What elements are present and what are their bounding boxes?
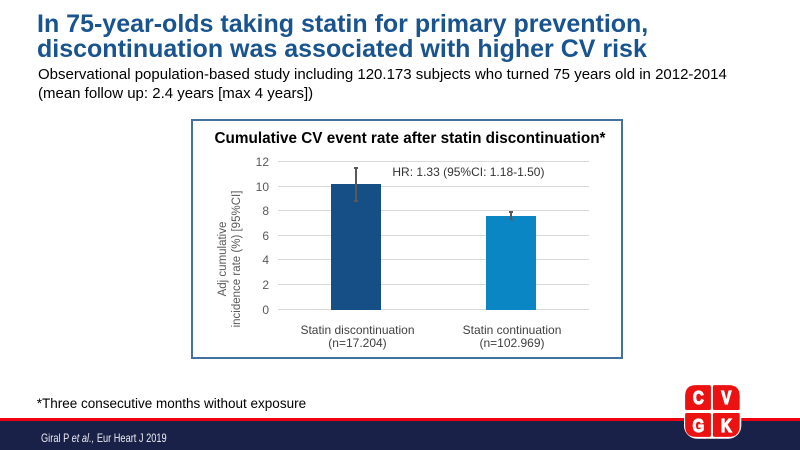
svg-text:C: C (693, 387, 704, 408)
svg-text:G: G (693, 415, 705, 436)
svg-text:K: K (721, 415, 732, 436)
svg-text:V: V (721, 387, 732, 408)
